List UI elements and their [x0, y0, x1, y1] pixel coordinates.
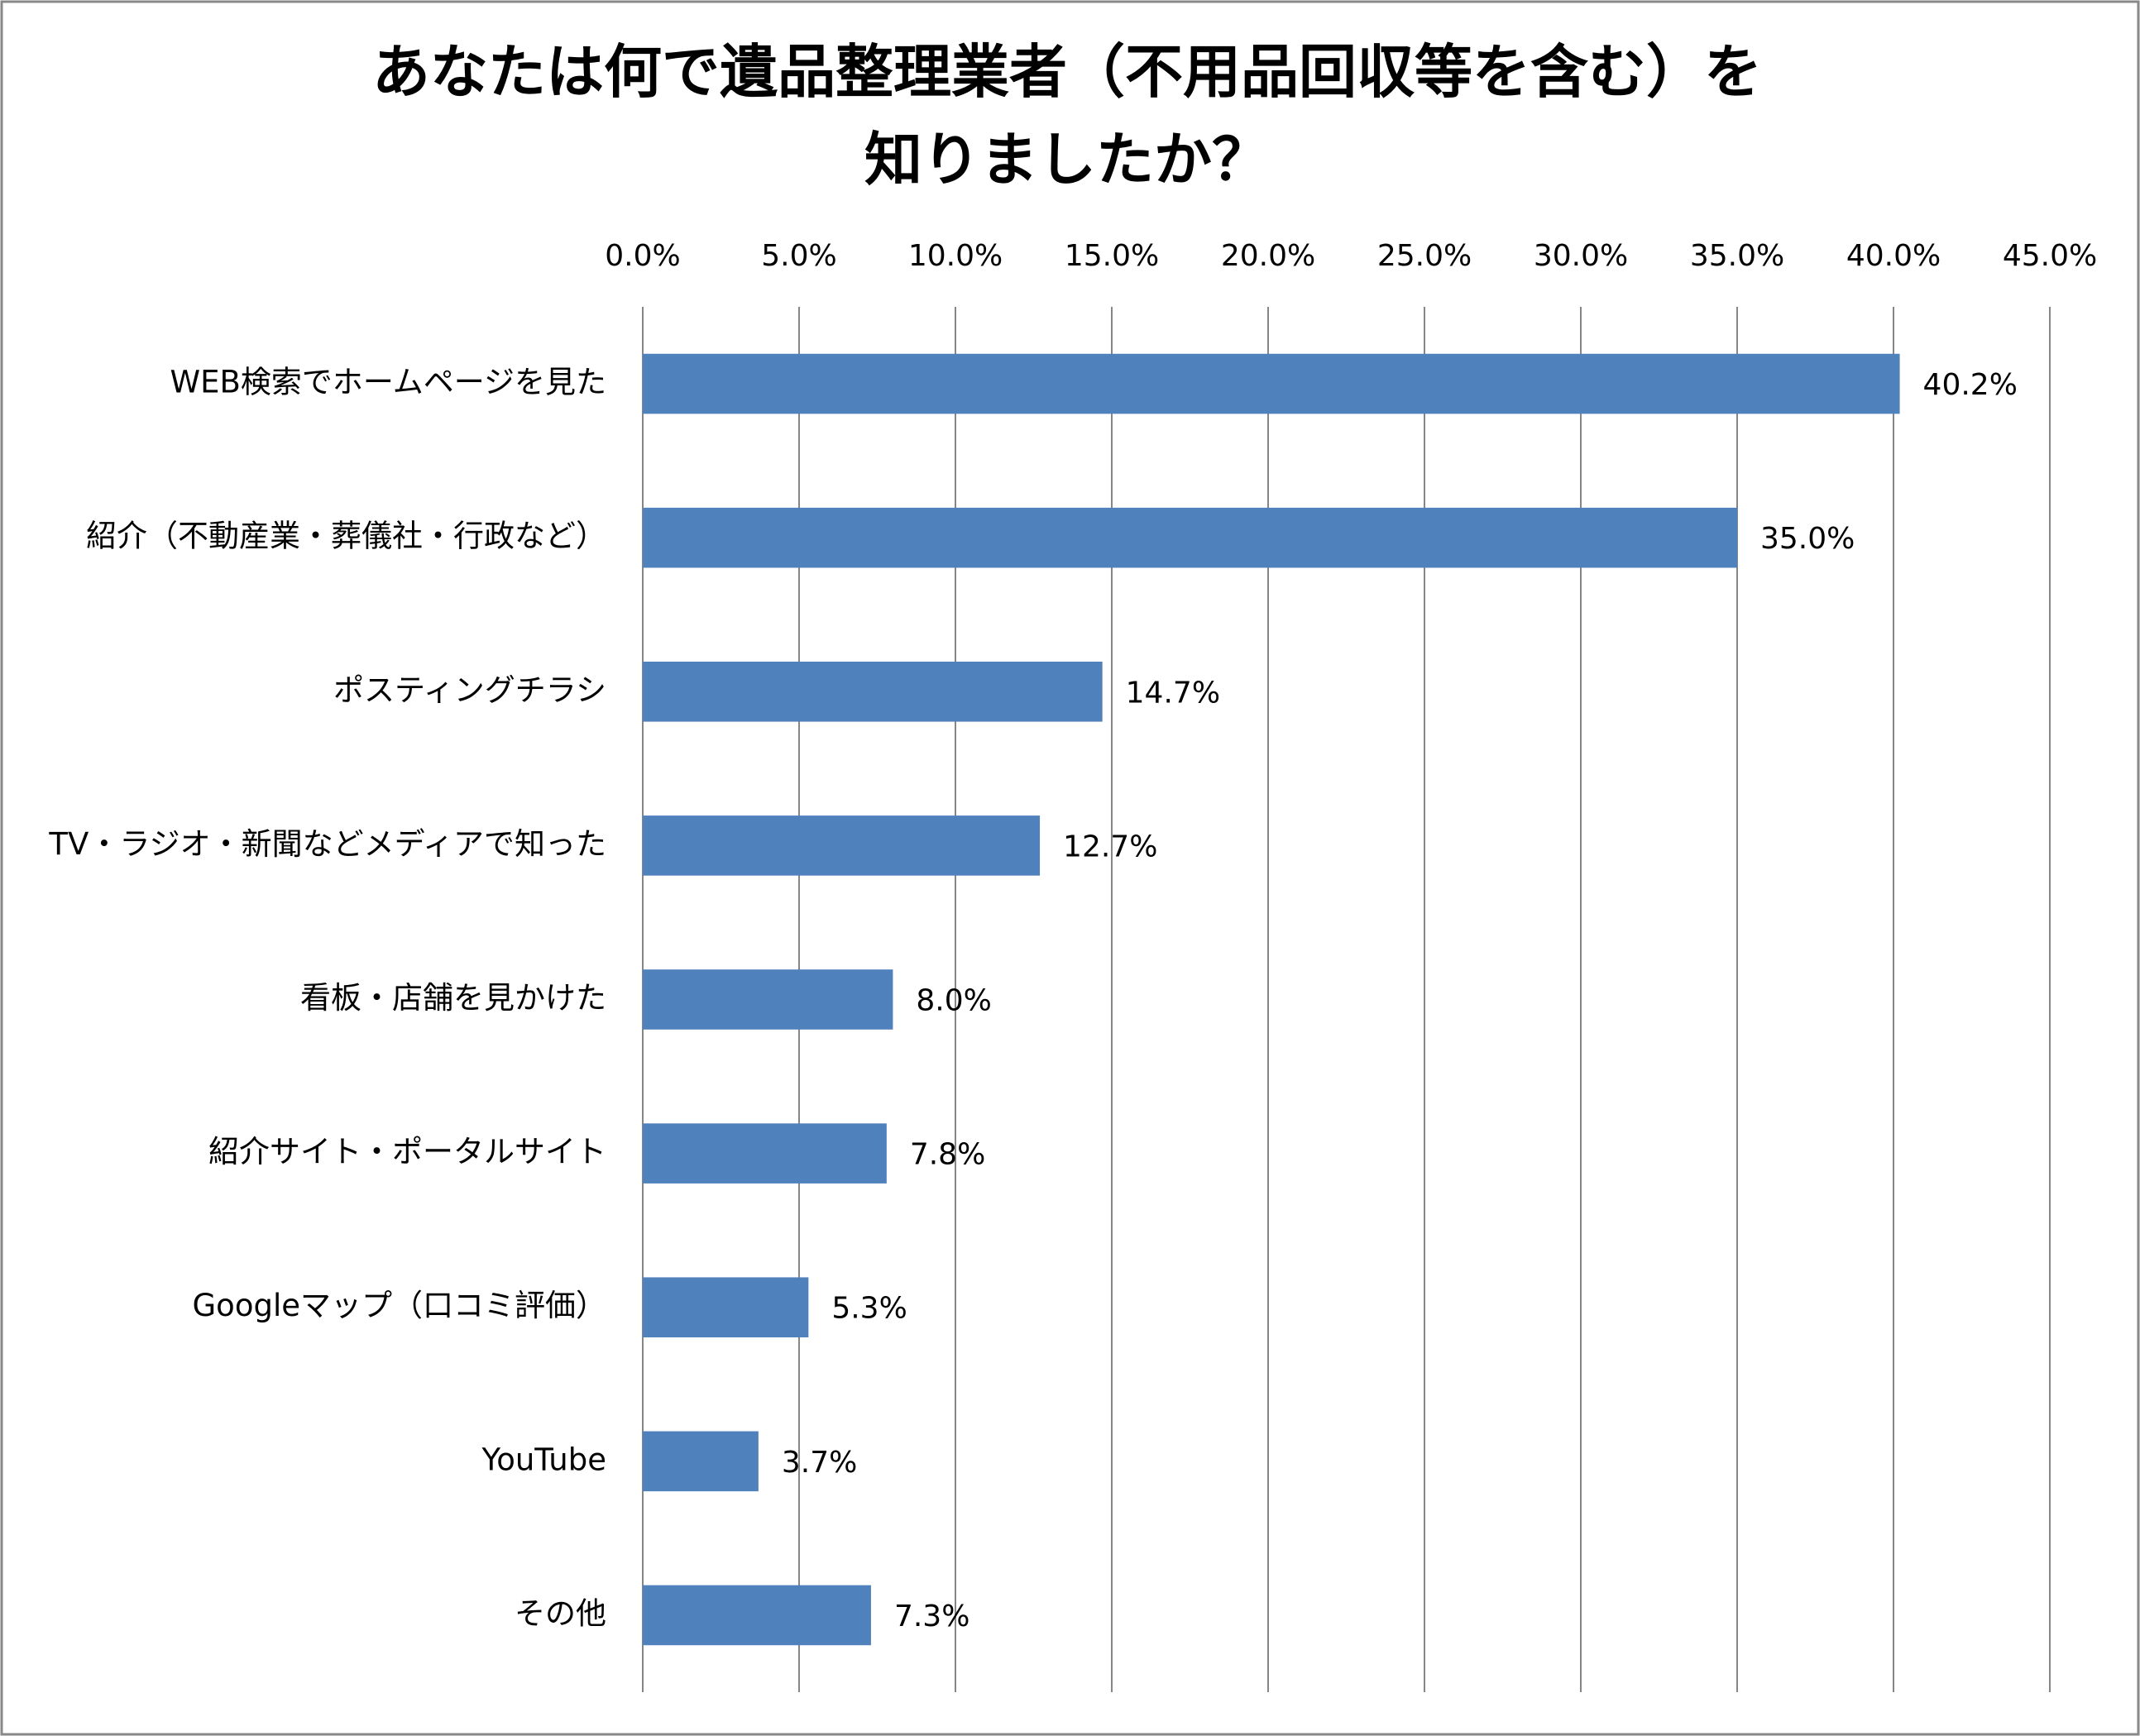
- y-tick-label: YouTube: [481, 1442, 606, 1477]
- x-tick-label: 5.0%: [761, 239, 836, 273]
- bar: [643, 815, 1041, 876]
- chart-title: あなたは何で遺品整理業者（不用品回収等を含む）を: [372, 38, 1762, 106]
- bar: [643, 1277, 809, 1338]
- bar: [643, 1431, 759, 1492]
- x-tick-label: 25.0%: [1377, 239, 1472, 273]
- value-label: 40.2%: [1923, 368, 2018, 402]
- value-label: 7.3%: [894, 1600, 969, 1633]
- x-tick-label: 45.0%: [2003, 239, 2097, 273]
- y-tick-label: 紹介（不動産業・葬儀社・行政など）: [86, 519, 606, 554]
- bar: [643, 661, 1103, 722]
- y-tick-label: 看板・店舗を見かけた: [300, 980, 606, 1016]
- bar: [643, 1123, 887, 1184]
- y-tick-label: ポスティングチラシ: [333, 672, 606, 708]
- x-tick-label: 35.0%: [1690, 239, 1784, 273]
- x-tick-label: 30.0%: [1534, 239, 1628, 273]
- x-tick-label: 15.0%: [1065, 239, 1159, 273]
- x-tick-label: 10.0%: [908, 239, 1003, 273]
- bar: [643, 507, 1737, 568]
- value-label: 14.7%: [1126, 676, 1220, 710]
- value-label: 12.7%: [1063, 830, 1157, 863]
- x-tick-label: 0.0%: [605, 239, 680, 273]
- bar: [643, 969, 893, 1030]
- y-tick-label: TV・ラジオ・新聞などメディアで知った: [48, 826, 606, 862]
- bar: [643, 353, 1900, 414]
- y-tick-label: Googleマップ（口コミ評価）: [193, 1288, 606, 1323]
- x-tick-label: 40.0%: [1846, 239, 1941, 273]
- y-tick-label: 紹介サイト・ポータルサイト: [208, 1134, 606, 1169]
- chart-title: 知りましたか？: [864, 126, 1270, 194]
- value-label: 35.0%: [1760, 522, 1855, 556]
- x-tick-label: 20.0%: [1221, 239, 1315, 273]
- value-label: 7.8%: [910, 1138, 985, 1172]
- y-tick-label: WEB検索でホームページを見た: [170, 365, 607, 400]
- bar: [643, 1585, 871, 1646]
- y-tick-label: その他: [515, 1595, 606, 1631]
- value-label: 5.3%: [831, 1292, 907, 1326]
- value-label: 8.0%: [916, 984, 991, 1018]
- value-label: 3.7%: [782, 1446, 857, 1480]
